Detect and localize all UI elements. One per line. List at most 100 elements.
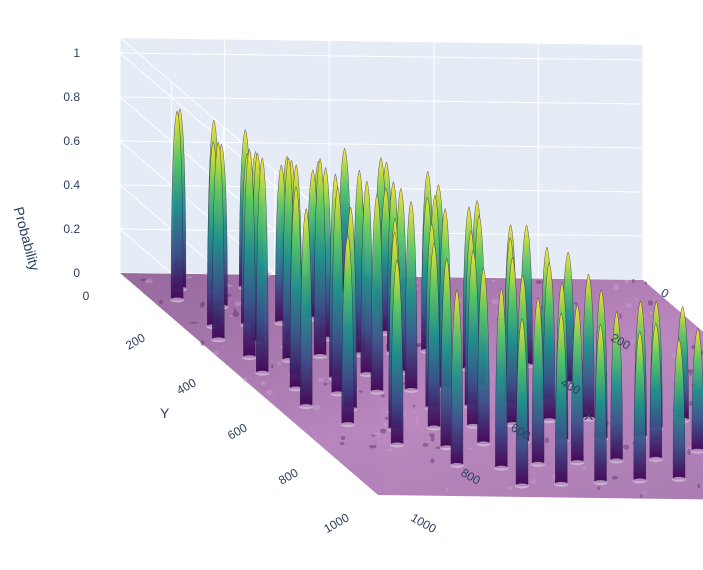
surface-peak bbox=[633, 330, 646, 482]
floor-speckle bbox=[644, 281, 647, 285]
floor-speckle bbox=[491, 279, 496, 283]
floor-speckle bbox=[642, 491, 647, 494]
floor-speckle bbox=[611, 475, 618, 480]
floor-speckle bbox=[416, 342, 423, 348]
peak-base bbox=[570, 460, 585, 466]
surface-peak bbox=[256, 157, 269, 374]
surface-peak bbox=[495, 287, 508, 469]
peak-base bbox=[359, 372, 374, 378]
peak-base bbox=[515, 483, 529, 489]
peak-base bbox=[609, 458, 624, 464]
floor-speckle bbox=[612, 284, 620, 290]
z-tick-label: 1 bbox=[73, 46, 80, 60]
peak-base bbox=[404, 388, 419, 394]
peak-base bbox=[390, 442, 405, 448]
floor-speckle bbox=[689, 373, 692, 376]
floor-speckle bbox=[535, 280, 543, 284]
floor-speckle bbox=[416, 416, 420, 422]
floor-speckle bbox=[491, 299, 500, 305]
floor-speckle bbox=[597, 486, 601, 491]
peak-base bbox=[170, 297, 185, 303]
floor-speckle bbox=[234, 301, 242, 307]
floor-speckle bbox=[445, 487, 449, 493]
peak-base bbox=[531, 461, 546, 467]
floor-speckle bbox=[383, 421, 388, 427]
floor-speckle bbox=[369, 444, 377, 449]
floor-speckle bbox=[340, 435, 346, 441]
floor-speckle bbox=[243, 377, 248, 382]
surface-peak bbox=[313, 158, 327, 357]
surface-peak bbox=[649, 322, 663, 460]
surface-peak bbox=[672, 338, 686, 480]
z-tick-label: 0 bbox=[73, 266, 80, 280]
surface-peak bbox=[170, 110, 184, 301]
peak-base bbox=[255, 370, 270, 376]
floor-speckle bbox=[687, 448, 691, 455]
peak-base bbox=[370, 389, 385, 395]
floor-speckle bbox=[632, 339, 635, 343]
floor-speckle bbox=[640, 493, 643, 498]
surface-peak bbox=[610, 310, 623, 462]
y-tick-label: 800 bbox=[276, 465, 301, 487]
peak-base bbox=[690, 448, 703, 454]
floor-speckle bbox=[544, 437, 549, 444]
floor-speckle bbox=[261, 381, 266, 386]
floor-speckle bbox=[412, 411, 416, 414]
z-tick-label: 0.8 bbox=[63, 90, 80, 104]
floor-speckle bbox=[582, 466, 586, 471]
floor-speckle bbox=[429, 433, 435, 437]
floor-speckle bbox=[492, 375, 495, 381]
floor-speckle bbox=[144, 279, 153, 284]
floor-speckle bbox=[233, 308, 237, 313]
grid-line bbox=[119, 52, 644, 61]
peak-base bbox=[554, 481, 569, 487]
peak-base bbox=[340, 422, 355, 428]
surface-peak bbox=[390, 259, 404, 446]
surface-peak bbox=[243, 148, 256, 358]
floor-speckle bbox=[229, 314, 233, 318]
floor-speckle bbox=[622, 444, 630, 450]
y-axis-title: Y bbox=[160, 405, 170, 421]
floor-speckle bbox=[430, 436, 435, 442]
floor-speckle bbox=[688, 369, 694, 374]
floor-speckle bbox=[232, 311, 240, 317]
grid-line bbox=[119, 96, 644, 105]
floor-speckle bbox=[323, 382, 328, 386]
y-tick-label: 1000 bbox=[321, 510, 351, 536]
floor-speckle bbox=[380, 428, 387, 434]
surface-peak bbox=[299, 208, 313, 407]
surface-peak bbox=[370, 193, 384, 393]
floor-speckle bbox=[159, 299, 164, 304]
peak-base bbox=[672, 476, 687, 482]
peak-base bbox=[449, 462, 464, 468]
surface-peak bbox=[212, 141, 225, 341]
floor-speckle bbox=[317, 377, 324, 382]
peak-base bbox=[648, 456, 663, 462]
peak-base bbox=[593, 480, 608, 486]
surface-peak bbox=[427, 242, 441, 429]
peak-base bbox=[632, 478, 647, 484]
floor-speckle bbox=[384, 417, 389, 420]
surface-peak bbox=[515, 318, 529, 487]
floor-speckle bbox=[202, 300, 205, 306]
peak-base bbox=[299, 404, 314, 410]
z-tick-label: 0.6 bbox=[63, 134, 80, 148]
floor-speckle bbox=[467, 447, 474, 450]
peak-base bbox=[313, 354, 328, 360]
y-tick-label: 600 bbox=[225, 420, 250, 442]
peak-base bbox=[581, 416, 596, 422]
floor-speckle bbox=[385, 410, 388, 414]
peak-base bbox=[542, 418, 557, 424]
floor-speckle bbox=[430, 458, 435, 464]
floor-speckle bbox=[358, 390, 363, 393]
surface-peak bbox=[341, 234, 354, 425]
peak-base bbox=[505, 422, 520, 428]
peak-base bbox=[466, 423, 481, 429]
floor-speckle bbox=[626, 303, 633, 308]
floor-speckle bbox=[697, 483, 701, 489]
floor-speckle bbox=[632, 278, 635, 284]
y-tick-label: 200 bbox=[123, 330, 148, 352]
floor-speckle bbox=[386, 448, 394, 452]
